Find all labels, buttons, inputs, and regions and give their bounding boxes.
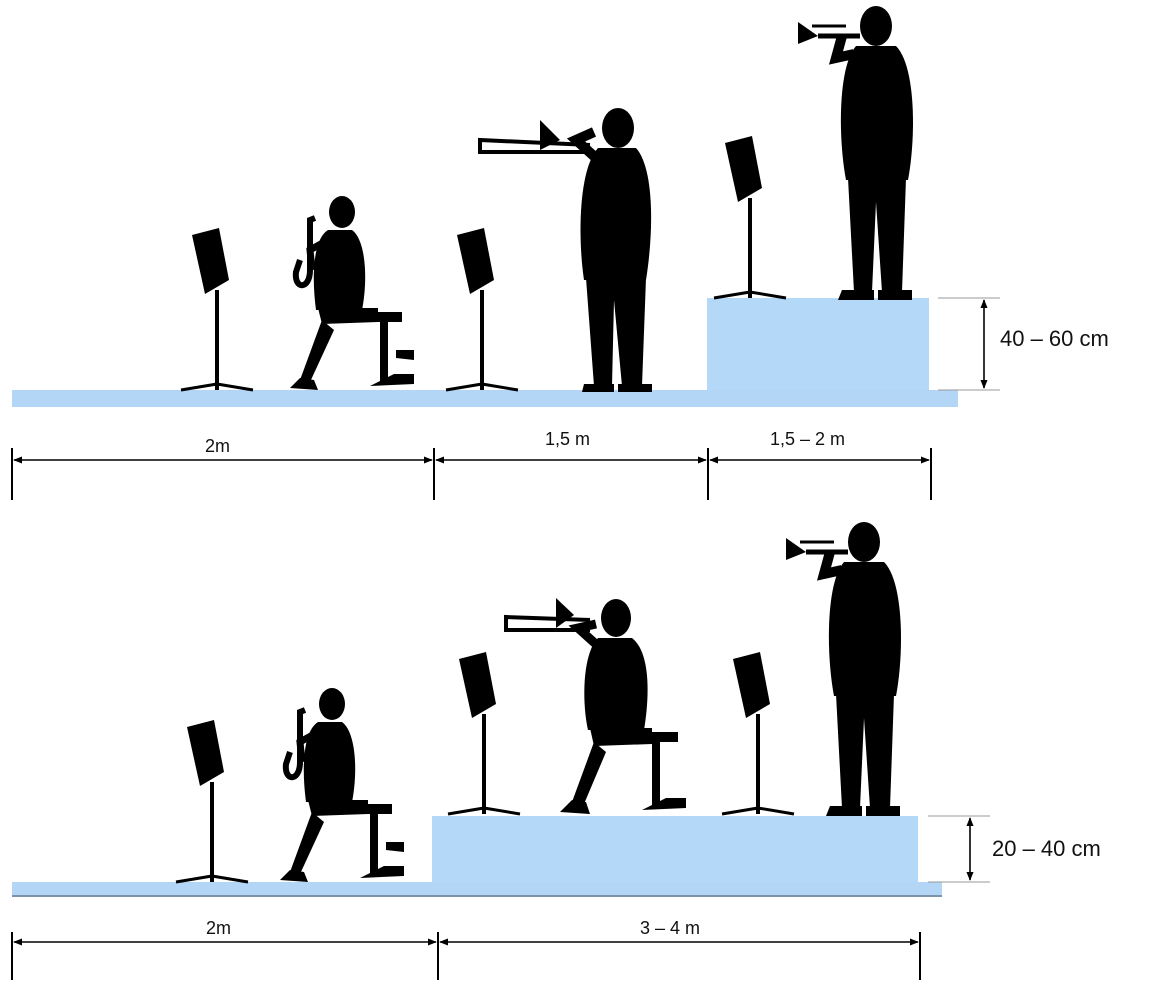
top-saxophone-player	[290, 196, 414, 390]
top-riser-height-label: 40 – 60 cm	[1000, 326, 1109, 351]
bottom-trumpet-player	[786, 522, 901, 816]
top-music-stand-3	[712, 134, 788, 300]
top-music-stand-2	[444, 226, 520, 392]
bottom-trombone-slide	[504, 614, 591, 632]
top-trumpet-player	[798, 6, 913, 300]
top-segment-2-label: 1,5 m	[545, 429, 590, 449]
bottom-music-stand-2	[446, 650, 522, 816]
bottom-segment-1-label: 2m	[206, 918, 231, 938]
top-riser	[707, 298, 929, 390]
bottom-saxophone-player	[280, 688, 404, 882]
bottom-music-stand-3	[720, 650, 796, 816]
bottom-music-stand-1	[174, 718, 250, 884]
top-riser-height-dimension: 40 – 60 cm	[938, 297, 1109, 391]
bottom-trombone-bell	[556, 598, 574, 628]
top-setup: 40 – 60 cm 2m 1,5 m 1,5 – 2 m	[11, 6, 1109, 500]
bottom-trombone-player	[504, 598, 686, 814]
top-trombone-player	[478, 108, 652, 392]
top-segment-1-label: 2m	[205, 436, 230, 456]
top-width-dimensions: 2m 1,5 m 1,5 – 2 m	[11, 429, 932, 500]
bottom-floor	[12, 882, 942, 896]
top-floor	[12, 390, 958, 407]
bottom-riser-height-label: 20 – 40 cm	[992, 836, 1101, 861]
top-music-stand-1	[179, 226, 255, 392]
bottom-segment-2-label: 3 – 4 m	[640, 918, 700, 938]
bottom-riser	[432, 816, 918, 882]
bottom-riser-height-dimension: 20 – 40 cm	[928, 815, 1101, 883]
bottom-setup: 20 – 40 cm 2m 3 – 4 m	[11, 522, 1101, 980]
top-trombone-bell	[540, 120, 560, 150]
top-segment-3-label: 1,5 – 2 m	[770, 429, 845, 449]
top-trombone-slide	[478, 137, 591, 154]
bottom-width-dimensions: 2m 3 – 4 m	[11, 918, 921, 980]
